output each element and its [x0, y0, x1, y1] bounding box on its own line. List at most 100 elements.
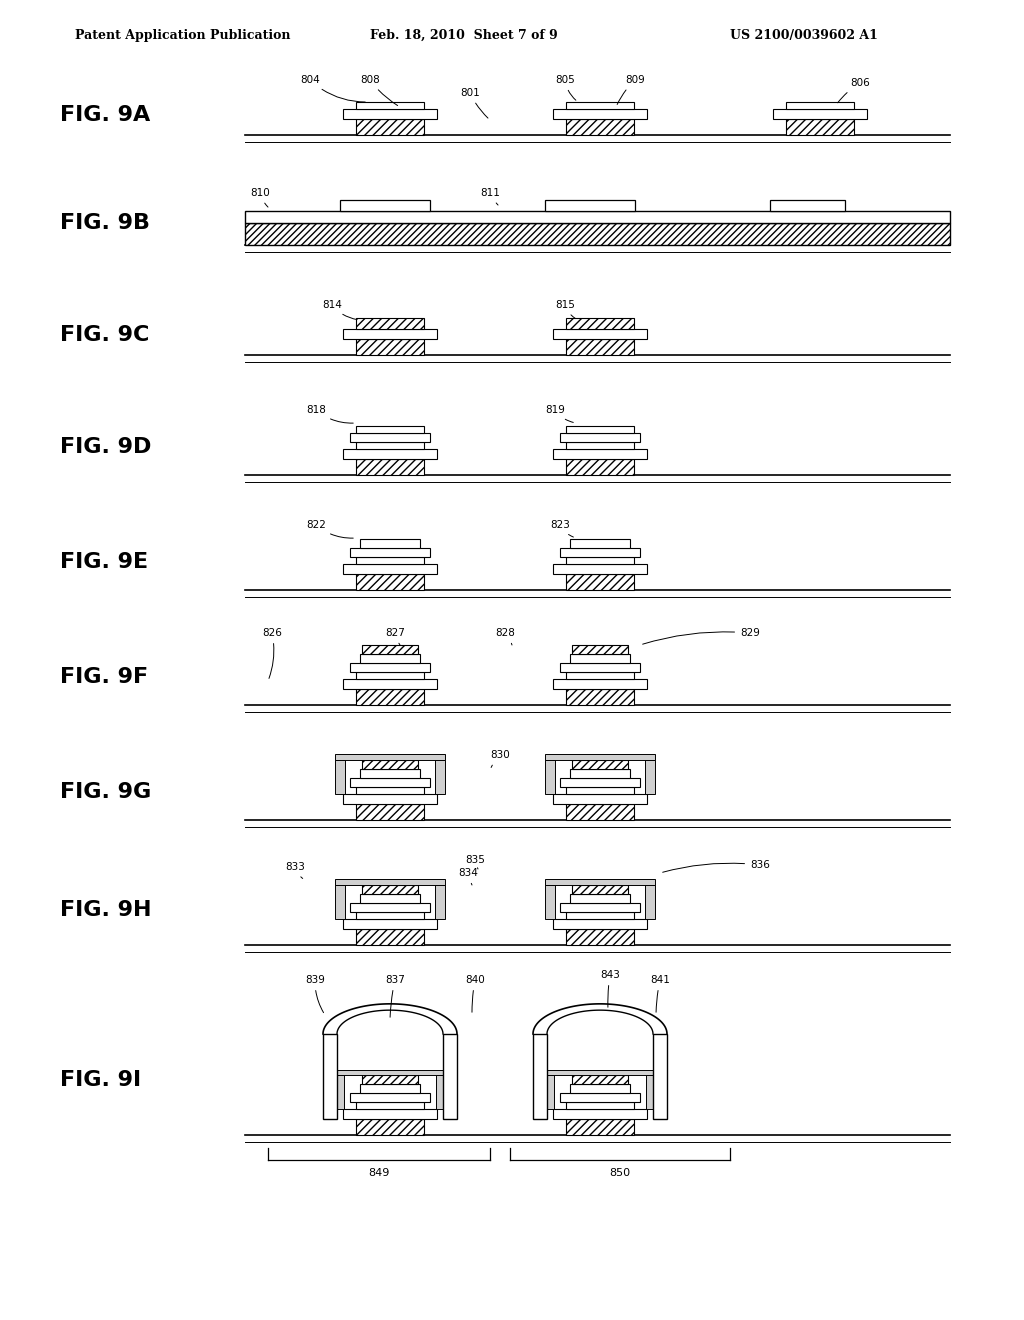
Text: 841: 841: [650, 975, 670, 1012]
Bar: [553, 329, 647, 339]
Bar: [572, 760, 628, 770]
Bar: [566, 102, 634, 110]
Bar: [566, 557, 634, 564]
Bar: [356, 912, 424, 919]
Bar: [356, 574, 424, 590]
Text: 810: 810: [250, 187, 270, 207]
Text: 804: 804: [300, 75, 366, 102]
Bar: [560, 663, 640, 672]
Bar: [570, 539, 630, 548]
Text: FIG. 9A: FIG. 9A: [60, 106, 151, 125]
Bar: [245, 223, 950, 246]
Text: 833: 833: [285, 862, 305, 878]
Bar: [560, 433, 640, 442]
Bar: [343, 678, 437, 689]
Bar: [553, 564, 647, 574]
Bar: [340, 201, 430, 211]
Text: 830: 830: [490, 750, 510, 767]
Bar: [335, 884, 345, 919]
Text: 819: 819: [545, 405, 573, 422]
Bar: [350, 1093, 430, 1102]
Bar: [356, 119, 424, 135]
Text: 805: 805: [555, 75, 575, 100]
Bar: [343, 795, 437, 804]
Text: FIG. 9B: FIG. 9B: [60, 213, 150, 234]
Bar: [566, 442, 634, 449]
Bar: [350, 433, 430, 442]
Text: 808: 808: [360, 75, 397, 106]
Bar: [566, 574, 634, 590]
Text: 829: 829: [643, 628, 760, 644]
Bar: [645, 884, 655, 919]
Bar: [560, 903, 640, 912]
Bar: [343, 1109, 437, 1119]
Bar: [356, 929, 424, 945]
Text: US 2100/0039602 A1: US 2100/0039602 A1: [730, 29, 878, 41]
Text: 843: 843: [600, 970, 620, 1007]
Bar: [362, 645, 418, 653]
Bar: [566, 912, 634, 919]
Bar: [360, 539, 420, 548]
Bar: [356, 804, 424, 820]
Bar: [360, 770, 420, 777]
Bar: [356, 318, 424, 329]
Bar: [553, 1109, 647, 1119]
Bar: [356, 1119, 424, 1135]
Bar: [245, 211, 950, 223]
Text: 849: 849: [369, 1168, 390, 1177]
Bar: [360, 1084, 420, 1093]
Bar: [545, 760, 555, 795]
Bar: [350, 663, 430, 672]
Bar: [553, 678, 647, 689]
Text: 850: 850: [609, 1168, 631, 1177]
Bar: [770, 201, 845, 211]
Bar: [356, 672, 424, 678]
Bar: [335, 760, 345, 795]
Text: 809: 809: [617, 75, 645, 104]
Bar: [560, 548, 640, 557]
Text: FIG. 9D: FIG. 9D: [60, 437, 152, 457]
Bar: [545, 884, 555, 919]
Text: 837: 837: [385, 975, 404, 1018]
Text: 801: 801: [460, 88, 488, 117]
Bar: [570, 894, 630, 903]
Bar: [553, 110, 647, 119]
Bar: [534, 1034, 547, 1119]
Bar: [786, 102, 854, 110]
Bar: [566, 689, 634, 705]
Bar: [343, 110, 437, 119]
Bar: [350, 903, 430, 912]
Text: FIG. 9E: FIG. 9E: [60, 552, 148, 572]
Bar: [560, 777, 640, 787]
Text: 806: 806: [838, 78, 869, 103]
Text: 814: 814: [323, 300, 357, 319]
Bar: [553, 919, 647, 929]
Bar: [356, 426, 424, 433]
Bar: [545, 201, 635, 211]
Bar: [435, 884, 445, 919]
Bar: [335, 879, 445, 884]
Bar: [553, 795, 647, 804]
Text: FIG. 9G: FIG. 9G: [60, 781, 152, 803]
Text: FIG. 9F: FIG. 9F: [60, 667, 148, 686]
Text: 827: 827: [385, 628, 404, 645]
Text: Feb. 18, 2010  Sheet 7 of 9: Feb. 18, 2010 Sheet 7 of 9: [370, 29, 558, 41]
Bar: [566, 339, 634, 355]
Bar: [356, 557, 424, 564]
Bar: [343, 449, 437, 459]
Bar: [337, 1071, 443, 1074]
Bar: [443, 1034, 457, 1119]
Bar: [566, 318, 634, 329]
Bar: [350, 777, 430, 787]
Bar: [356, 787, 424, 795]
Bar: [335, 754, 445, 760]
Bar: [653, 1034, 667, 1119]
Bar: [350, 548, 430, 557]
Text: 823: 823: [550, 520, 573, 537]
Bar: [360, 653, 420, 663]
Bar: [646, 1074, 653, 1109]
Bar: [570, 1084, 630, 1093]
Text: 840: 840: [465, 975, 485, 1012]
Text: 818: 818: [306, 405, 353, 424]
Bar: [362, 1074, 418, 1084]
